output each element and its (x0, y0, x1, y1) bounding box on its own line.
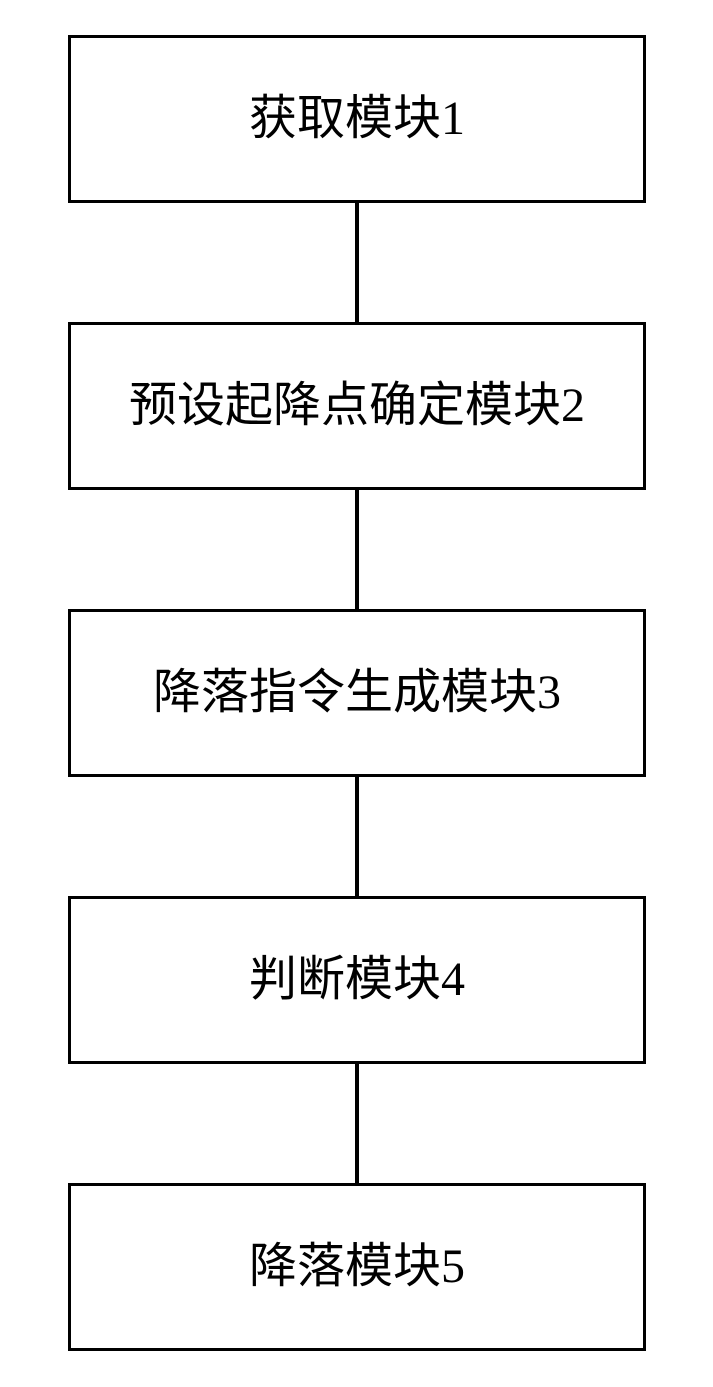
node-label: 降落指令生成模块3 (153, 664, 561, 722)
flowchart-connector (355, 1064, 359, 1183)
flowchart-node-4: 判断模块4 (68, 896, 646, 1064)
flowchart-node-3: 降落指令生成模块3 (68, 609, 646, 777)
flowchart-connector (355, 490, 359, 609)
node-label: 获取模块1 (249, 90, 465, 148)
node-label: 降落模块5 (249, 1238, 465, 1296)
node-label: 判断模块4 (249, 951, 465, 1009)
flowchart-node-5: 降落模块5 (68, 1183, 646, 1351)
flowchart-node-2: 预设起降点确定模块2 (68, 322, 646, 490)
flowchart-connector (355, 203, 359, 322)
flowchart-container: 获取模块1 预设起降点确定模块2 降落指令生成模块3 判断模块4 降落模块5 (0, 0, 713, 1387)
node-label: 预设起降点确定模块2 (129, 377, 585, 435)
flowchart-connector (355, 777, 359, 896)
flowchart-node-1: 获取模块1 (68, 35, 646, 203)
